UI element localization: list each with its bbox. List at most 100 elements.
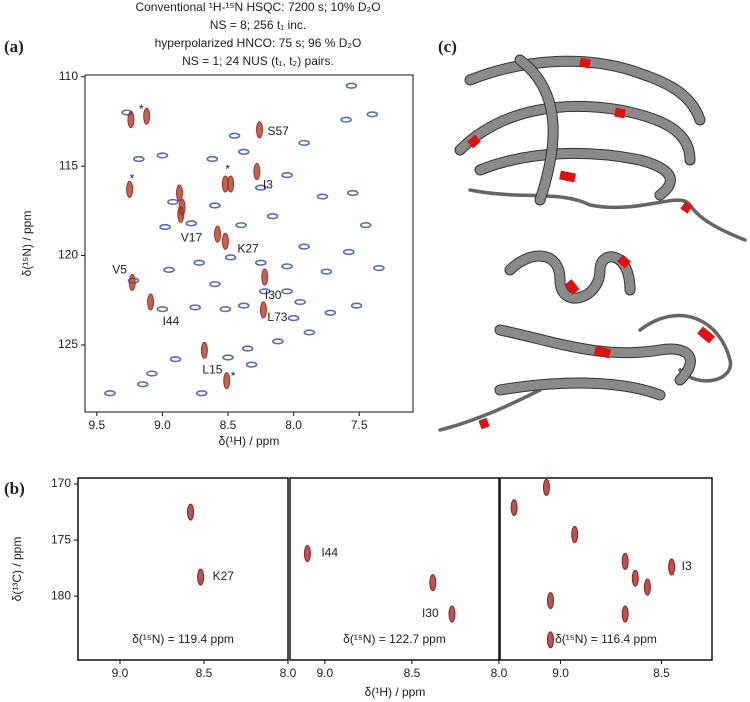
peak	[132, 155, 145, 163]
slice-note: δ(¹⁵N) = 122.7 ppm	[343, 632, 446, 646]
peak	[510, 499, 518, 517]
peak	[255, 121, 263, 139]
x-tick-label: 8.5	[220, 418, 237, 432]
plot-frame	[77, 477, 289, 661]
panel-label: (a)	[4, 37, 24, 56]
peak	[104, 390, 116, 397]
peak	[195, 390, 208, 397]
x-tick-label: 9.0	[316, 666, 333, 680]
peak	[222, 354, 234, 361]
x-tick-label: 8.5	[653, 666, 670, 680]
peak	[224, 254, 237, 261]
peak	[128, 273, 136, 291]
x-tick-label: 8.5	[404, 666, 421, 680]
y-tick-label: 170	[51, 476, 71, 490]
peak-label: I3	[682, 559, 692, 573]
peak	[359, 222, 372, 229]
peak-label: I44	[321, 546, 338, 560]
peak	[259, 301, 267, 319]
peak-label: L15	[202, 362, 222, 376]
plot-frame	[84, 74, 414, 413]
y-tick-label: 125	[58, 337, 78, 351]
peak	[143, 107, 151, 125]
peak	[235, 222, 247, 229]
peak	[187, 503, 195, 521]
peak	[350, 302, 363, 309]
peak-label: *	[231, 369, 236, 383]
peak	[159, 223, 171, 231]
peak	[266, 213, 279, 220]
peak	[255, 259, 267, 266]
peak-label: K27	[213, 569, 235, 583]
peak	[342, 248, 355, 256]
peak	[156, 306, 169, 313]
peak-label: I30	[422, 606, 439, 620]
x-axis-label: δ(¹H) / ppm	[365, 685, 426, 699]
peak	[542, 478, 550, 496]
peak-label: L73	[267, 310, 287, 324]
peak	[147, 293, 155, 311]
y-tick-label: 110	[59, 69, 78, 83]
peak	[209, 202, 221, 209]
peak	[631, 569, 639, 587]
peak-label: V17	[181, 231, 203, 245]
peak-label: V5	[112, 263, 127, 277]
peak	[237, 148, 250, 155]
peak	[643, 578, 651, 596]
peak	[345, 82, 358, 89]
slice-note: δ(¹⁵N) = 119.4 ppm	[132, 632, 234, 646]
peak-label: *	[139, 102, 144, 116]
peak	[219, 306, 232, 313]
peak	[253, 163, 261, 181]
peak	[167, 198, 179, 206]
peak-label: I30	[265, 288, 282, 302]
peak	[136, 381, 149, 388]
peak-label: S57	[267, 124, 289, 138]
peak	[429, 574, 437, 592]
peak	[546, 592, 554, 610]
peak	[237, 302, 250, 309]
peak	[223, 372, 231, 390]
peak	[320, 268, 333, 275]
peak	[448, 605, 456, 623]
peak	[245, 361, 258, 368]
peak	[621, 605, 629, 623]
panel-label: (c)	[438, 37, 457, 56]
x-tick-label: 9.0	[154, 418, 171, 432]
peak	[668, 558, 676, 576]
peak	[294, 298, 306, 306]
series-name: hyperpolarized HNCO: 75 s; 96 % D₂O	[155, 36, 362, 50]
peak	[281, 263, 293, 270]
slice-note: δ(¹⁵N) = 116.4 ppm	[555, 632, 657, 646]
plot-frame	[289, 477, 500, 661]
peak	[178, 198, 186, 216]
x-tick-label: 8.5	[196, 666, 213, 680]
peak	[303, 545, 311, 563]
peak-label: *	[130, 172, 135, 186]
y-axis-label: δ(¹⁵N) / ppm	[20, 211, 34, 277]
peak	[281, 288, 293, 295]
x-tick-label: 9.0	[552, 666, 569, 680]
peak	[127, 111, 135, 129]
peak	[303, 329, 316, 336]
peak	[197, 568, 205, 586]
x-tick-label: 8.0	[285, 418, 302, 432]
x-axis-label: δ(¹H) / ppm	[219, 434, 280, 448]
y-tick-label: 180	[51, 588, 71, 602]
peak	[156, 152, 169, 159]
peak	[546, 631, 554, 649]
series-detail: NS = 8; 256 t₁ inc.	[210, 18, 306, 32]
peak	[214, 225, 222, 243]
peak	[227, 175, 235, 193]
peak	[261, 268, 269, 286]
peak	[340, 116, 352, 123]
peak	[206, 155, 219, 163]
peak	[298, 139, 310, 147]
peak	[146, 370, 158, 377]
peak	[298, 243, 310, 250]
peak	[241, 345, 254, 352]
panel-label: (b)	[4, 479, 25, 498]
peak	[200, 341, 208, 359]
peak	[366, 111, 379, 118]
peak	[346, 189, 359, 197]
